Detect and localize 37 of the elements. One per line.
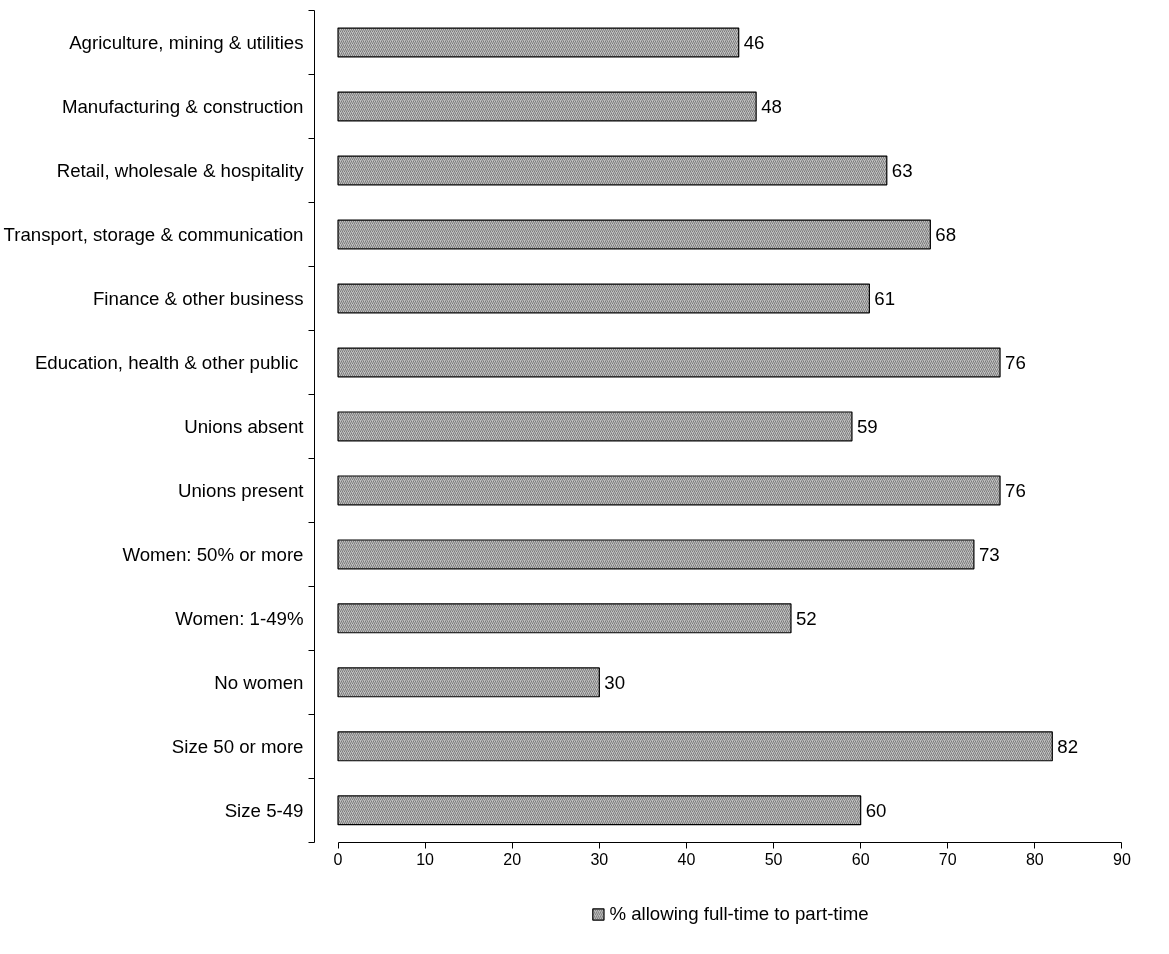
data-label: 52 <box>795 607 817 629</box>
y-tick-label: Agriculture, mining & utilities <box>69 31 304 53</box>
x-tick-label: 20 <box>503 851 522 869</box>
data-label: 68 <box>935 223 957 245</box>
data-label: 48 <box>761 95 782 117</box>
y-tick-label: Unions absent <box>184 415 305 437</box>
x-tick-label: 10 <box>416 851 435 869</box>
data-label: 61 <box>874 287 896 309</box>
y-tick-label: No women <box>214 671 304 693</box>
y-tick-label: Manufacturing & construction <box>61 95 304 117</box>
data-label: 46 <box>743 31 765 53</box>
x-tick-label: 30 <box>590 851 609 869</box>
x-tick-label: 50 <box>764 851 783 869</box>
y-tick-label: Size 5-49 <box>224 799 304 821</box>
y-tick-label: Unions present <box>178 479 305 501</box>
x-tick-label: 70 <box>938 851 957 869</box>
data-label: 76 <box>1005 479 1026 501</box>
data-label: 60 <box>865 799 887 821</box>
x-tick-label: 0 <box>333 851 343 869</box>
y-tick-label: Education, health & other public <box>34 351 299 373</box>
y-tick-label: Women: 1-49% <box>175 607 304 629</box>
legend-label: % allowing full-time to part-time <box>609 903 869 925</box>
x-tick-label: 90 <box>1113 851 1131 869</box>
x-tick-label: 40 <box>677 851 696 869</box>
data-label: 30 <box>604 671 626 693</box>
y-tick-label: Finance & other business <box>92 287 304 309</box>
data-label: 76 <box>1005 351 1026 373</box>
y-tick-label: Women: 50% or more <box>122 543 304 565</box>
x-tick-label: 60 <box>851 851 870 869</box>
y-tick-label: Size 50 or more <box>171 735 304 757</box>
data-label: 73 <box>978 543 1000 565</box>
x-tick-label: 80 <box>1025 851 1044 869</box>
data-label: 59 <box>856 415 878 437</box>
data-label: 63 <box>891 159 913 181</box>
data-label: 82 <box>1057 735 1079 757</box>
y-tick-label: Transport, storage & communication <box>3 223 304 245</box>
y-tick-label: Retail, wholesale & hospitality <box>56 159 305 181</box>
